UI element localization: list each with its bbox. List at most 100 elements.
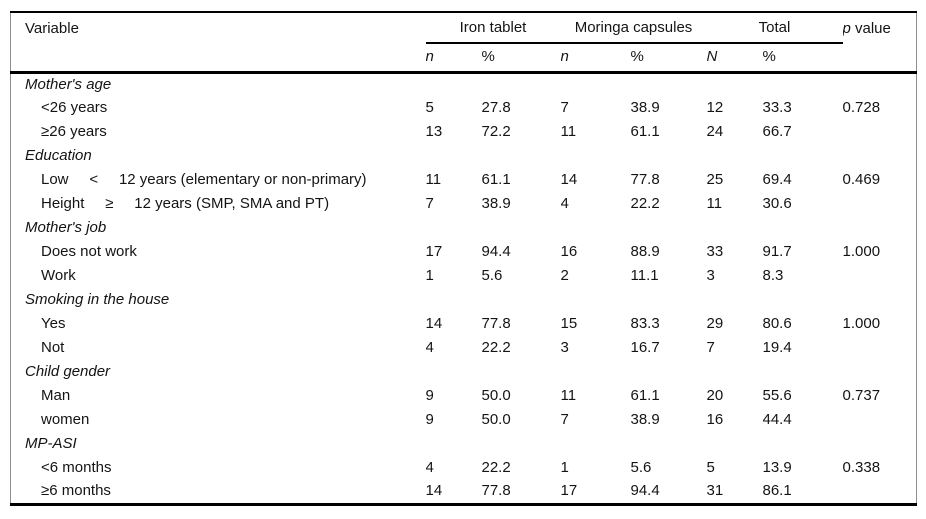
data-row: Yes 14 77.8 15 83.3 29 80.6 1.000 [11,312,917,336]
cell-p-value [843,480,917,504]
cell-pct-total: 8.3 [762,267,784,284]
cell-pct-iron: 77.8 [481,315,511,332]
cell-pct-total: 44.4 [762,411,792,428]
data-row: Work 1 5.6 2 11.1 3 8.3 [11,264,917,288]
row-label: Not [41,339,65,356]
cell-pct-total: 91.7 [762,243,792,260]
cell-n-iron: 13 [425,123,443,140]
cell-pct-moringa: 11.1 [630,267,659,284]
category-label: Mother's age [25,75,112,93]
cell-n-moringa: 15 [560,315,578,332]
category-label: MP-ASI [25,435,77,452]
cell-pct-total: 86.1 [762,482,792,500]
category-row: Education [11,144,917,168]
subheader-pct-total: % [762,48,776,66]
cell-n-iron: 4 [425,339,434,356]
cell-p-value [843,336,917,360]
data-row: ≥26 years 13 72.2 11 61.1 24 66.7 [11,120,917,144]
cell-pct-moringa: 61.1 [630,387,660,404]
row-label: Height ≥ 12 years (SMP, SMA and PT) [41,195,330,212]
cell-n-iron: 1 [425,267,434,284]
row-label: ≥6 months [41,482,111,500]
subheader-pct-moringa: % [630,48,644,66]
cell-n-moringa: 3 [560,339,569,356]
cell-pct-moringa: 77.8 [630,171,660,188]
cell-n-moringa: 7 [560,411,569,428]
row-label: Yes [41,315,66,332]
cell-pct-moringa: 83.3 [630,315,660,332]
cell-N-total: 31 [706,482,724,500]
subheader-n-iron: n [425,48,434,66]
cell-n-iron: 7 [425,195,434,212]
cell-n-moringa: 2 [560,267,569,284]
cell-pct-moringa: 16.7 [630,339,660,356]
cell-pct-iron: 77.8 [481,482,511,500]
row-label: <6 months [41,459,112,476]
cell-N-total: 20 [706,387,724,404]
cell-n-iron: 5 [425,99,434,116]
category-row: Mother's job [11,216,917,240]
cell-n-moringa: 17 [560,482,578,500]
category-label: Education [25,147,92,164]
p-value-word: value [850,20,891,37]
cell-N-total: 12 [706,99,724,116]
cell-p-value: 0.338 [842,459,881,476]
cell-pct-moringa: 94.4 [630,482,660,500]
cell-pct-moringa: 88.9 [630,243,660,260]
data-row: ≥6 months 14 77.8 17 94.4 31 86.1 [11,480,917,504]
cell-pct-moringa: 38.9 [630,411,660,428]
cell-pct-total: 69.4 [762,171,792,188]
cell-pct-iron: 72.2 [481,123,511,140]
row-label: <26 years [41,99,108,116]
cell-pct-total: 13.9 [762,459,792,476]
cell-N-total: 33 [706,243,724,260]
cell-n-moringa: 16 [560,243,578,260]
cell-pct-total: 80.6 [762,315,792,332]
cell-pct-total: 55.6 [762,387,792,404]
cell-n-moringa: 14 [560,171,578,188]
cell-pct-iron: 50.0 [481,387,511,404]
column-group-iron-tablet: Iron tablet [425,12,561,44]
row-label: Low < 12 years (elementary or non-primar… [41,171,367,188]
cell-p-value: 1.000 [842,243,881,260]
subheader-N-total: N [706,48,718,66]
cell-pct-iron: 22.2 [481,339,511,356]
cell-p-value [843,120,917,144]
cell-pct-moringa: 61.1 [630,123,660,140]
cell-pct-total: 19.4 [762,339,792,356]
category-label: Mother's job [25,219,107,236]
cell-p-value: 0.469 [842,171,881,188]
cell-n-iron: 14 [425,315,443,332]
category-row: Mother's age [11,72,917,96]
cell-pct-iron: 27.8 [481,99,511,116]
column-group-total: Total [706,12,843,44]
category-row: MP-ASI [11,432,917,456]
data-row: Not 4 22.2 3 16.7 7 19.4 [11,336,917,360]
row-label: Work [41,267,76,284]
column-group-moringa-capsules: Moringa capsules [560,12,707,44]
cell-p-value [843,264,917,288]
category-label: Child gender [25,363,111,380]
cell-N-total: 25 [706,171,724,188]
header-group-row: Variable Iron tablet Moringa capsules To… [11,12,917,44]
cell-pct-iron: 38.9 [481,195,511,212]
cell-n-moringa: 4 [560,195,569,212]
data-row: <6 months 4 22.2 1 5.6 5 13.9 0.338 [11,456,917,480]
cell-n-iron: 9 [425,387,434,404]
cell-n-moringa: 7 [560,99,569,116]
row-label: Does not work [41,243,137,260]
data-row: Does not work 17 94.4 16 88.9 33 91.7 1.000 [11,240,917,264]
cell-n-moringa: 1 [560,459,569,476]
data-row: <26 years 5 27.8 7 38.9 12 33.3 0.728 [11,96,917,120]
column-header-variable: Variable [25,20,79,37]
cell-pct-moringa: 5.6 [630,459,652,476]
cell-pct-total: 30.6 [762,195,792,212]
cell-n-iron: 11 [425,171,442,188]
cell-n-moringa: 11 [560,123,577,140]
cell-p-value: 0.737 [842,387,881,404]
data-row: Height ≥ 12 years (SMP, SMA and PT) 7 38.9… [11,192,917,216]
cell-pct-moringa: 22.2 [630,195,660,212]
row-label: Man [41,387,71,404]
cell-n-iron: 14 [425,482,443,500]
